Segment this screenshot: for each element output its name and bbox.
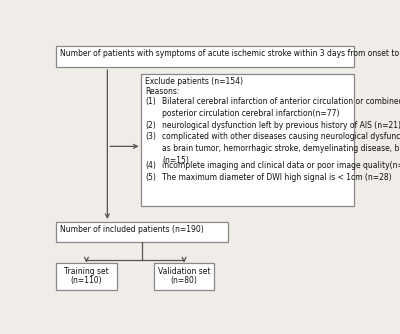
Text: incomplete imaging and clinical data or poor image quality(n=13): incomplete imaging and clinical data or … — [162, 161, 400, 170]
Bar — [56, 263, 117, 290]
Text: Training set: Training set — [64, 267, 109, 276]
Text: Bilateral cerebral infarction of anterior circulation or combined with
posterior: Bilateral cerebral infarction of anterio… — [162, 97, 400, 118]
Text: (n=110): (n=110) — [71, 276, 102, 285]
Bar — [154, 263, 214, 290]
Text: (2): (2) — [145, 121, 156, 130]
Text: (5): (5) — [145, 173, 156, 182]
Bar — [56, 222, 228, 242]
Text: The maximum diameter of DWI high signal is < 1cm (n=28): The maximum diameter of DWI high signal … — [162, 173, 392, 182]
Text: Reasons:: Reasons: — [145, 87, 180, 96]
Bar — [142, 73, 354, 206]
Text: complicated with other diseases causing neurological dysfunction, such
as brain : complicated with other diseases causing … — [162, 132, 400, 165]
Text: (4): (4) — [145, 161, 156, 170]
Text: Number of included patients (n=190): Number of included patients (n=190) — [60, 225, 204, 234]
Text: (n=80): (n=80) — [171, 276, 198, 285]
Text: Validation set: Validation set — [158, 267, 210, 276]
Text: (1): (1) — [145, 97, 156, 106]
Text: neurological dysfunction left by previous history of AIS (n=21): neurological dysfunction left by previou… — [162, 121, 400, 130]
Text: Exclude patients (n=154): Exclude patients (n=154) — [145, 76, 243, 86]
Bar — [56, 46, 354, 67]
Text: (3): (3) — [145, 132, 156, 141]
Text: Number of patients with symptoms of acute ischemic stroke within 3 days from ons: Number of patients with symptoms of acut… — [60, 49, 400, 58]
